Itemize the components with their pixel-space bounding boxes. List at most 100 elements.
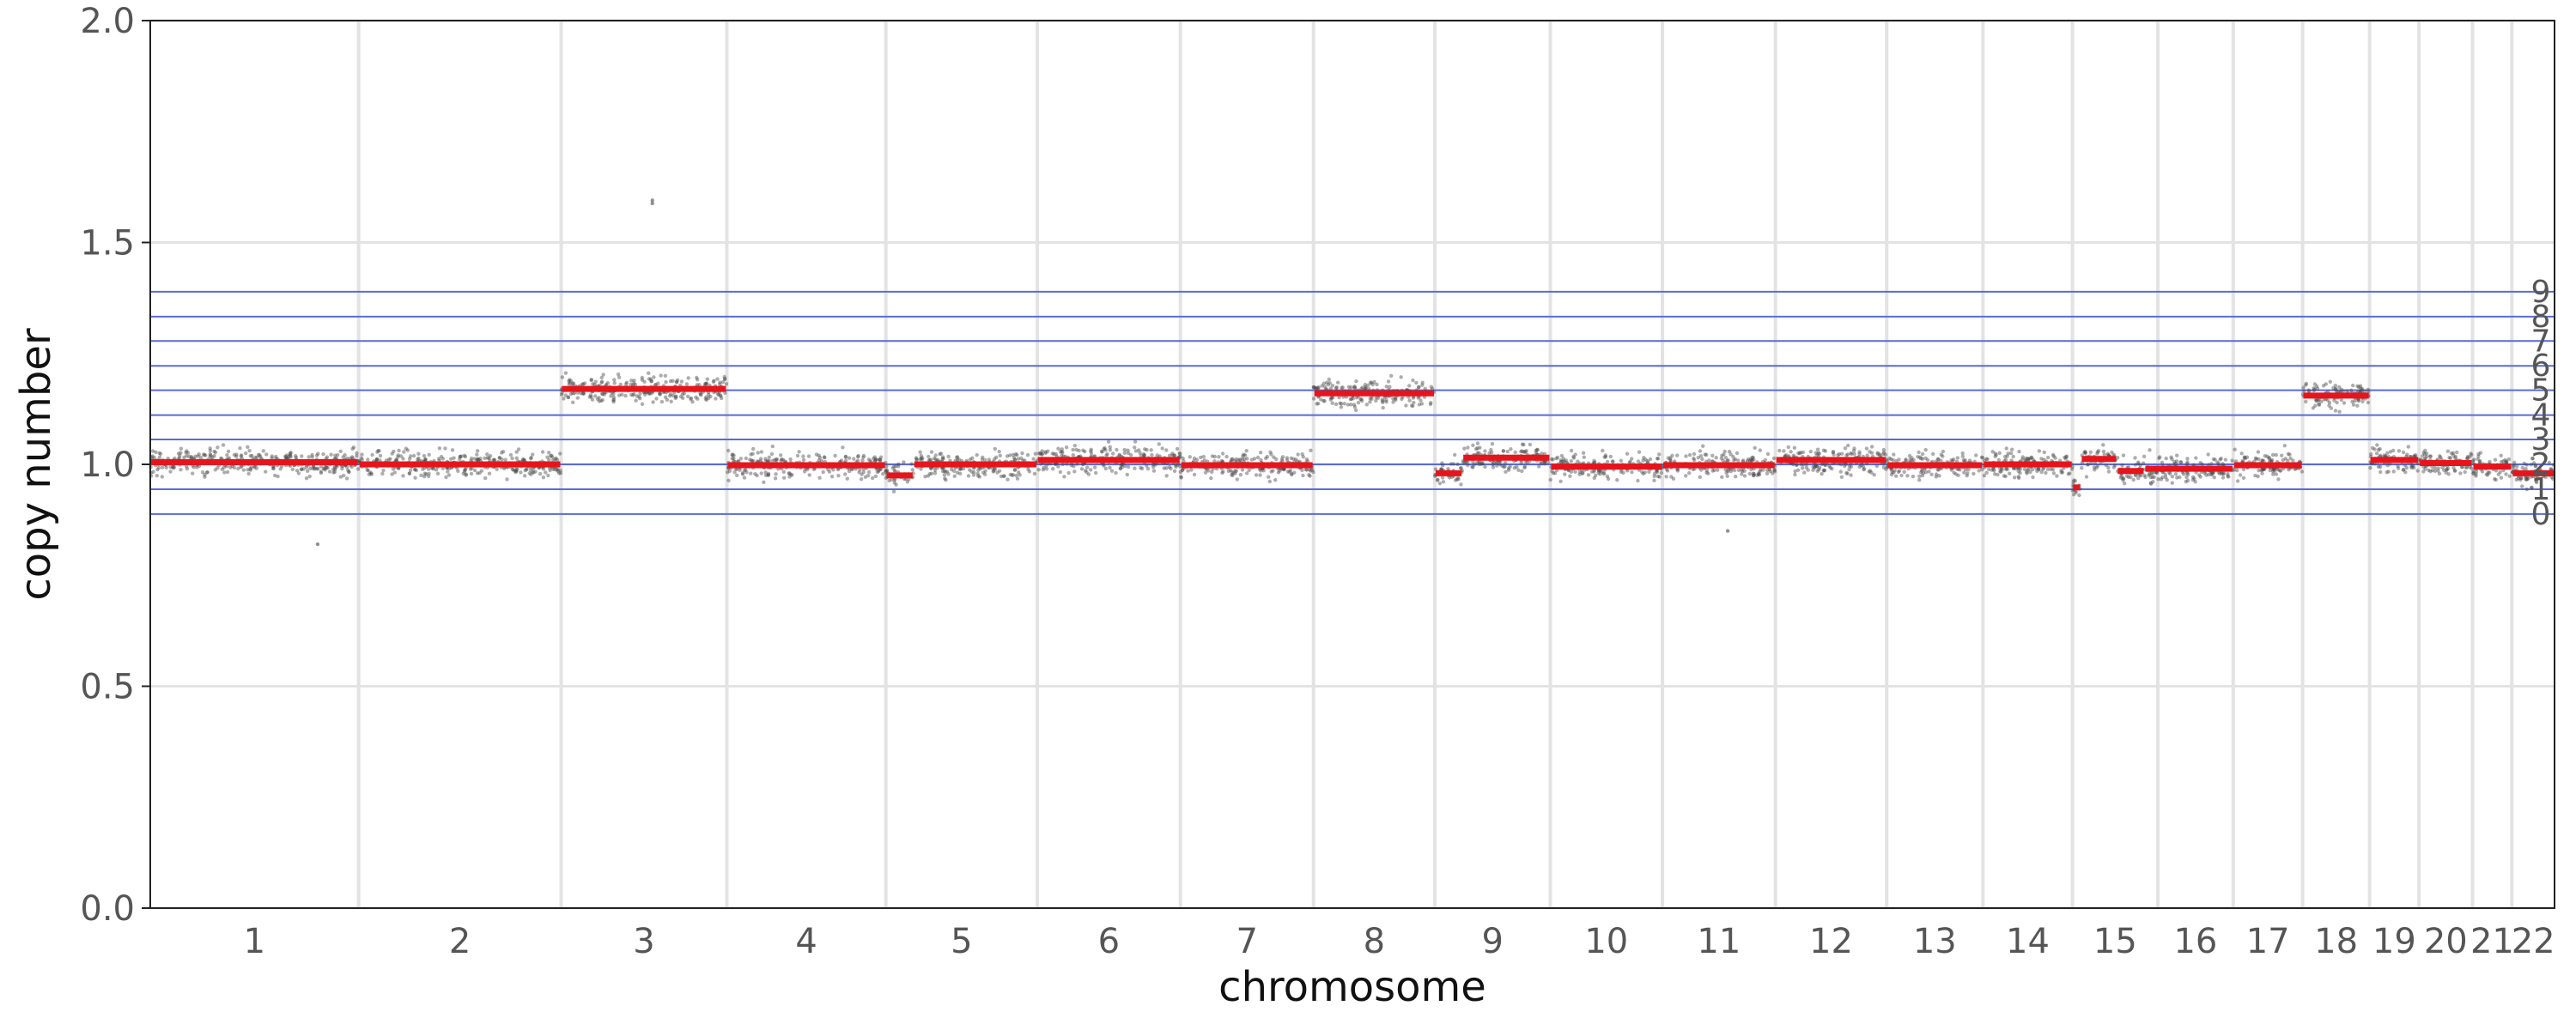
bin-point xyxy=(990,466,995,470)
bin-point xyxy=(998,453,1003,457)
bin-point xyxy=(2257,457,2261,461)
bin-point xyxy=(519,470,523,475)
bin-point xyxy=(1923,467,1927,472)
bin-point xyxy=(2280,453,2284,457)
bin-point xyxy=(686,394,690,399)
bin-point xyxy=(500,451,504,455)
bin-point xyxy=(2124,474,2129,478)
bin-point xyxy=(2149,471,2154,476)
bin-point xyxy=(2170,481,2174,485)
bin-point xyxy=(2427,454,2433,458)
bin-point xyxy=(769,451,775,457)
bin-point xyxy=(1108,448,1113,452)
bin-point xyxy=(1370,382,1376,387)
bin-point xyxy=(1182,459,1186,464)
bin-point xyxy=(2063,457,2068,461)
bin-point xyxy=(191,471,195,476)
bin-point xyxy=(212,453,216,458)
bin-point xyxy=(654,397,659,401)
x-tick-label-chr12: 12 xyxy=(1809,922,1853,961)
bin-point xyxy=(200,470,205,475)
bin-point xyxy=(366,468,370,473)
bin-point xyxy=(1823,449,1828,453)
bin-point xyxy=(1334,402,1339,407)
bin-point xyxy=(926,474,931,478)
bin-point xyxy=(2331,385,2336,391)
bin-point xyxy=(1798,451,1803,455)
bin-point xyxy=(1645,459,1649,464)
bin-point xyxy=(766,473,771,477)
bin-point xyxy=(1417,385,1421,390)
bin-point xyxy=(475,452,479,457)
bin-point xyxy=(2134,473,2138,478)
bin-point xyxy=(2324,382,2328,386)
bin-point xyxy=(355,451,359,456)
bin-point xyxy=(905,480,910,484)
bin-point xyxy=(1668,459,1673,464)
bin-point xyxy=(541,476,546,480)
bin-point xyxy=(632,379,636,383)
bin-point xyxy=(1044,464,1048,468)
bin-point xyxy=(631,383,635,387)
bin-point xyxy=(1561,457,1566,461)
bin-point xyxy=(1411,396,1416,400)
bin-point xyxy=(2291,458,2295,463)
bin-point xyxy=(158,451,163,456)
bin-point xyxy=(1074,447,1078,452)
bin-point xyxy=(1791,453,1795,457)
bin-point xyxy=(1596,470,1601,476)
bin-point xyxy=(2141,461,2146,465)
bin-point xyxy=(1722,449,1727,454)
bin-point xyxy=(547,451,551,455)
bin-point xyxy=(1832,452,1836,457)
bin-point xyxy=(219,456,223,460)
bin-point xyxy=(548,468,552,473)
bin-point xyxy=(300,467,304,471)
bin-point xyxy=(787,475,792,479)
bin-point xyxy=(1252,457,1257,461)
bin-point xyxy=(1108,465,1112,470)
bin-point xyxy=(923,475,927,479)
bin-point xyxy=(833,453,837,458)
bin-point xyxy=(1892,452,1896,457)
bin-point xyxy=(2315,386,2320,391)
bin-point xyxy=(1953,472,1958,476)
bin-point xyxy=(1181,456,1185,461)
bin-point xyxy=(2270,467,2275,472)
bin-point xyxy=(1230,457,1235,461)
bin-point xyxy=(599,375,604,380)
bin-point xyxy=(220,467,224,471)
bin-point xyxy=(1459,466,1463,470)
bin-point xyxy=(1133,445,1137,450)
bin-point xyxy=(1916,455,1920,459)
bin-point xyxy=(1799,462,1803,467)
bin-point xyxy=(1125,472,1130,477)
state-label-5: 5 xyxy=(2531,373,2551,409)
bin-point xyxy=(2514,464,2519,469)
bin-point xyxy=(413,476,417,480)
bin-point xyxy=(424,472,428,476)
bin-point xyxy=(1795,468,1801,472)
bin-point xyxy=(1230,470,1235,475)
bin-point xyxy=(1339,402,1344,406)
bin-point xyxy=(601,373,605,377)
bin-point xyxy=(1157,442,1162,446)
bin-point xyxy=(160,465,165,470)
bin-point xyxy=(550,453,554,457)
bin-point xyxy=(2306,388,2311,392)
bin-point xyxy=(1245,457,1249,461)
bin-point xyxy=(2415,469,2420,473)
x-tick-label-chr18: 18 xyxy=(2314,922,2358,961)
bin-point xyxy=(2335,400,2339,405)
bin-point xyxy=(599,391,605,396)
bin-point xyxy=(1772,468,1777,472)
bin-point xyxy=(1911,457,1916,463)
bin-point xyxy=(647,391,652,395)
bin-point xyxy=(1120,463,1124,467)
bin-point xyxy=(843,472,848,476)
bin-point xyxy=(874,457,878,462)
bin-point xyxy=(2476,457,2480,461)
bin-point xyxy=(1522,450,1526,454)
bin-point xyxy=(970,456,975,460)
bin-point xyxy=(1019,456,1024,460)
